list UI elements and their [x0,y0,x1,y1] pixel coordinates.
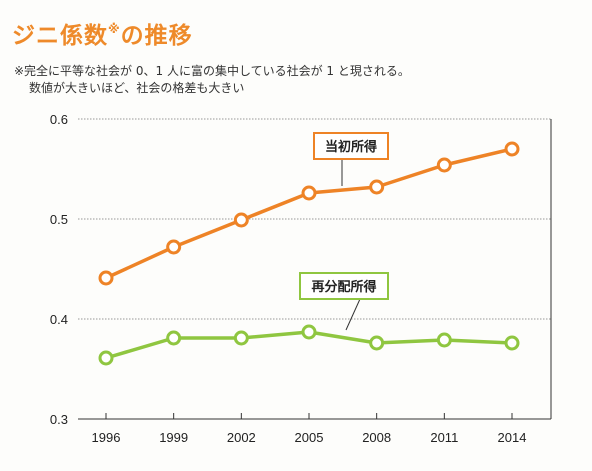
x-tick-label: 1996 [92,430,121,445]
series-label-box [299,272,389,300]
data-point [98,270,114,286]
title-tail: の推移 [120,23,193,49]
data-point [436,157,452,173]
series-layer [98,141,520,366]
data-point [166,239,182,255]
series-label-box [313,132,389,160]
series-label: 当初所得 [325,139,377,155]
data-point [504,335,520,351]
y-tick-label: 0.4 [50,312,68,327]
x-tick-label: 2002 [227,430,256,445]
x-axis-ticks: 1996 1999 2002 2005 2008 2011 2014 [92,413,527,445]
data-point [369,179,385,195]
data-point [369,335,385,351]
x-tick-label: 2014 [498,430,527,445]
data-point [233,330,249,346]
data-point [98,350,114,366]
grid [78,118,552,420]
series-line [105,147,513,280]
y-axis-ticks: 0.6 0.5 0.4 0.3 [50,112,68,427]
chart-title: ジニ係数※の推移 [12,16,193,50]
data-point [436,332,452,348]
x-tick-label: 2005 [295,430,324,445]
label-leader-line [345,298,361,331]
data-point [166,330,182,346]
data-point [504,141,520,157]
footnote: ※完全に平等な社会が 0、1 人に富の集中している社会が 1 と現される。 数値… [14,63,410,97]
x-tick-label: 1999 [159,430,188,445]
title-footnote-mark: ※ [108,22,121,36]
data-point [301,185,317,201]
series-label: 再分配所得 [311,279,376,295]
title-main: ジニ係数 [12,23,108,49]
data-point [301,324,317,340]
y-tick-label: 0.3 [50,412,68,427]
y-tick-label: 0.6 [50,112,68,127]
footnote-line-1: ※完全に平等な社会が 0、1 人に富の集中している社会が 1 と現される。 [14,64,410,78]
x-tick-label: 2011 [430,430,458,445]
footnote-line-2: 数値が大きいほど、社会の格差も大きい [29,81,245,95]
y-tick-label: 0.5 [50,212,68,227]
x-tick-label: 2008 [362,430,391,445]
data-point [233,212,249,228]
